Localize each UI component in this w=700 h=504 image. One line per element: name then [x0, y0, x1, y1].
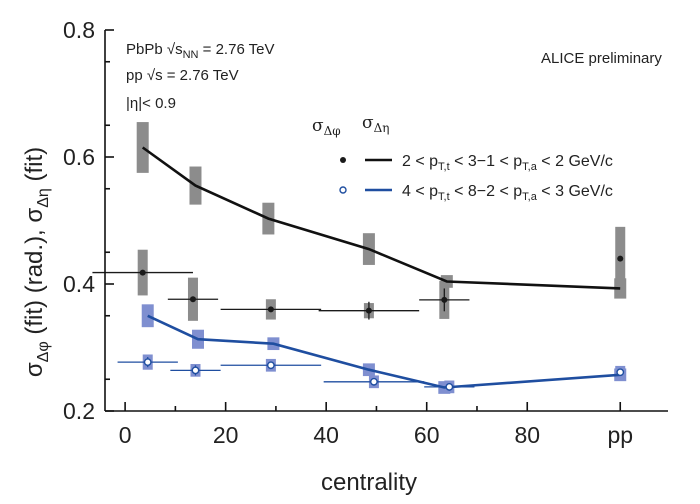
data-point-black_phi — [189, 296, 196, 303]
legend-entry-1: 2 < pT,t < 3−1 < pT,a < 2 GeV/c — [402, 153, 613, 173]
legend-header-deta: σΔη — [362, 113, 389, 135]
x-tick-label: 40 — [313, 422, 339, 448]
data-point-black_phi — [365, 307, 372, 314]
y-axis-title: σΔφ (fit) (rad.), σΔη (fit) — [21, 147, 52, 377]
series-line-blue_eta — [147, 314, 621, 389]
annotation-eta-range: |η|< 0.9 — [126, 95, 176, 112]
annotation-pp-energy: pp √s = 2.76 TeV — [126, 67, 239, 84]
data-point-blue_phi — [445, 382, 454, 391]
x-tick-label: pp — [607, 422, 633, 448]
legend-header-dphi: σΔφ — [312, 116, 341, 138]
y-tick-label: 0.4 — [63, 271, 95, 297]
systematic-box-black_eta — [614, 278, 627, 299]
x-axis-title: centrality — [321, 469, 417, 496]
x-tick-label: 20 — [213, 422, 239, 448]
data-point-black_phi — [441, 296, 448, 303]
data-point-black_phi — [267, 306, 274, 313]
legend-marker-filled — [340, 157, 346, 163]
axes: 0.2 0.4 0.6 0.8 0 20 40 60 80 pp — [63, 17, 668, 448]
systematic-box-black_eta — [136, 122, 149, 173]
legend-marker-open — [339, 186, 347, 194]
data-point-blue_phi — [370, 377, 378, 386]
data-point-blue_phi — [143, 358, 152, 367]
annotation-pbpb-energy: PbPb √sNN = 2.76 TeV — [126, 41, 275, 61]
legend: σΔφ σΔη 2 < pT,t < 3−1 < pT,a < 2 GeV/c … — [312, 113, 613, 203]
data-point-blue_phi — [616, 368, 625, 377]
x-tick-label: 80 — [514, 422, 540, 448]
annotation-alice-preliminary: ALICE preliminary — [541, 50, 662, 67]
legend-entry-2: 4 < pT,t < 8−2 < pT,a < 3 GeV/c — [402, 183, 613, 203]
plot-area — [92, 122, 627, 394]
x-tick-label: 60 — [414, 422, 440, 448]
y-tick-label: 0.6 — [63, 144, 95, 170]
y-tick-label: 0.2 — [63, 398, 95, 424]
data-point-blue_phi — [191, 366, 200, 375]
series-line-black_eta — [141, 146, 621, 290]
data-point-blue_phi — [266, 361, 275, 370]
x-tick-label: 0 — [119, 422, 132, 448]
data-point-black_phi — [139, 269, 146, 276]
y-tick-label: 0.8 — [63, 17, 95, 43]
data-point-black_phi — [617, 255, 624, 262]
